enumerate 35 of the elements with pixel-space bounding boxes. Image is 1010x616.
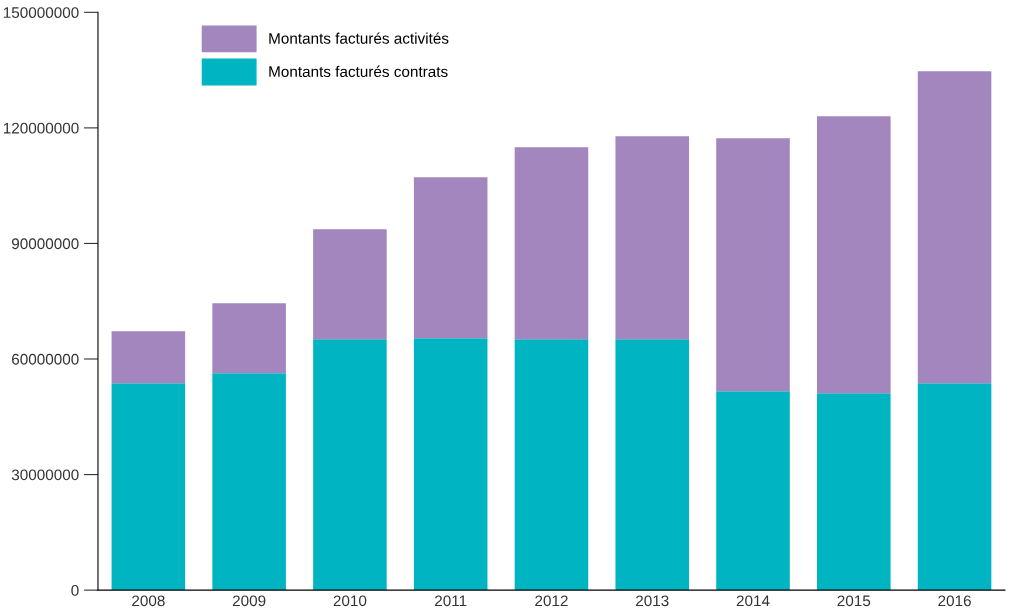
- x-tick-label: 2012: [535, 595, 568, 607]
- bar: [313, 339, 387, 591]
- bar: [716, 138, 790, 392]
- bar: [716, 391, 790, 591]
- x-tick-label: 2008: [132, 595, 165, 607]
- legend-label: Montants facturés contrats: [269, 65, 448, 78]
- bar: [615, 136, 690, 340]
- bar: [817, 116, 891, 394]
- bar: [413, 177, 488, 339]
- bar: [212, 303, 286, 374]
- x-tick-label: 2014: [736, 595, 770, 607]
- legend-label: Montants facturés activités: [269, 32, 449, 44]
- bar: [817, 393, 891, 591]
- bar: [514, 147, 589, 340]
- y-tick-label: 0: [71, 585, 79, 596]
- x-tick-label: 2016: [938, 595, 971, 607]
- x-tick-label: 2011: [435, 595, 467, 607]
- bar: [615, 339, 690, 591]
- bar: [313, 229, 387, 340]
- x-tick-label: 2009: [232, 595, 266, 607]
- y-tick-label: 30000000: [11, 469, 79, 481]
- x-tick-label: 2010: [333, 595, 367, 607]
- y-tick-label: 60000000: [12, 353, 79, 365]
- bar: [111, 383, 186, 591]
- y-tick-label: 150000000: [3, 7, 79, 19]
- bar: [917, 71, 992, 384]
- y-tick-label: 90000000: [11, 238, 79, 250]
- bar: [111, 331, 186, 384]
- bar: [514, 339, 589, 591]
- y-tick-label: 120000000: [3, 122, 79, 134]
- bar: [917, 383, 992, 591]
- bar: [212, 373, 286, 591]
- bar: [413, 338, 488, 591]
- x-tick-label: 2013: [636, 595, 669, 607]
- x-tick-label: 2015: [837, 595, 871, 607]
